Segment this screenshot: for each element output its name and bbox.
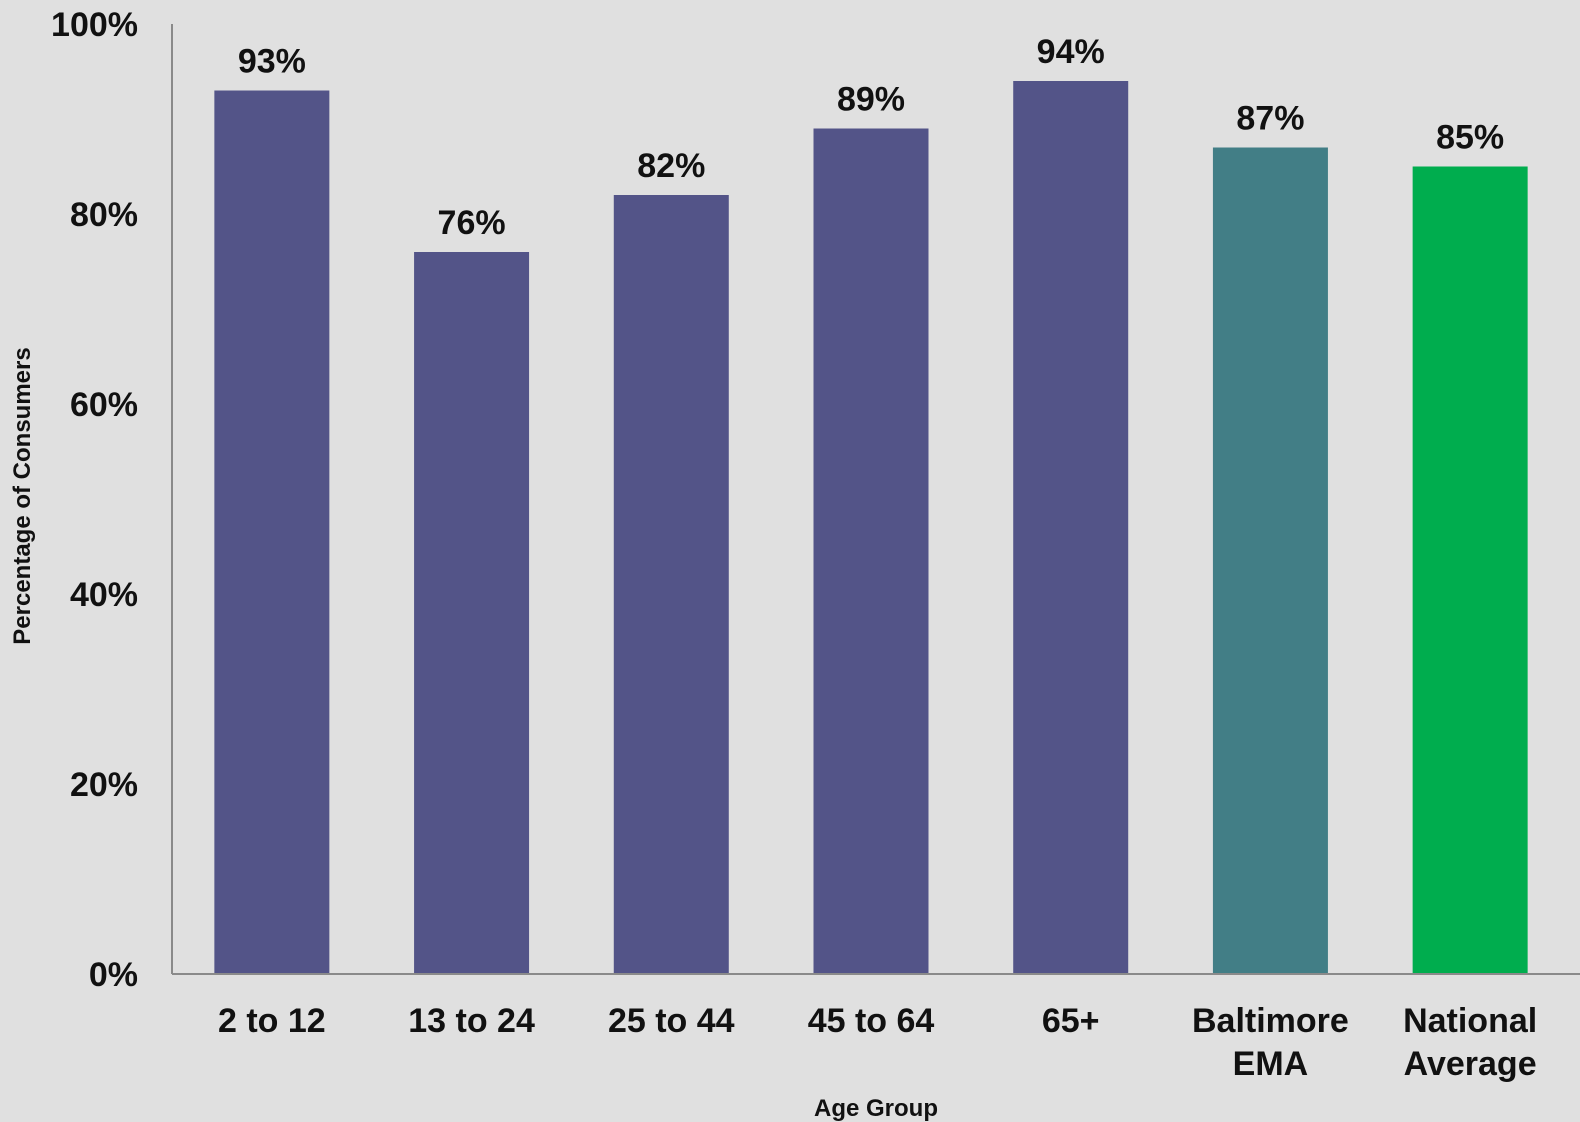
data-label: 89%: [837, 81, 905, 119]
x-category-label-line: National: [1403, 1002, 1537, 1040]
bar: [613, 195, 729, 974]
data-labels: 93% 76% 82% 89% 94% 87% 85%: [238, 33, 1504, 242]
y-axis-ticks: 0% 20% 40% 60% 80% 100%: [51, 6, 138, 994]
x-category-label: 13 to 24: [408, 1002, 535, 1040]
x-category-label-line: EMA: [1233, 1045, 1309, 1083]
x-axis-title: Age Group: [814, 1095, 938, 1122]
bar: [1013, 81, 1129, 974]
x-axis-categories: 2 to 12 13 to 24 25 to 44 45 to 64 65+ Baltim…: [218, 1002, 1537, 1083]
x-category-label-line: 25 to 44: [608, 1002, 735, 1040]
y-tick-label: 20%: [70, 766, 138, 804]
x-category-label-line: 65+: [1042, 1002, 1100, 1040]
bars-group: [214, 81, 1528, 974]
data-label: 93%: [238, 43, 306, 81]
data-label: 82%: [637, 147, 705, 185]
x-category-label-line: 13 to 24: [408, 1002, 535, 1040]
y-tick-label: 80%: [70, 196, 138, 234]
x-category-label: 45 to 64: [808, 1002, 935, 1040]
y-tick-label: 40%: [70, 576, 138, 614]
x-category-label: National Average: [1403, 1002, 1537, 1083]
x-category-label-line: Average: [1404, 1045, 1537, 1083]
bar: [214, 90, 330, 974]
y-tick-label: 60%: [70, 386, 138, 424]
bar: [1412, 166, 1528, 974]
x-category-label: 2 to 12: [218, 1002, 326, 1040]
y-tick-label: 0%: [89, 956, 138, 994]
data-label: 87%: [1236, 100, 1304, 138]
y-tick-label: 100%: [51, 6, 138, 44]
bar: [414, 252, 530, 974]
x-category-label-line: 45 to 64: [808, 1002, 935, 1040]
x-category-label: Baltimore EMA: [1192, 1002, 1349, 1083]
data-label: 94%: [1037, 33, 1105, 71]
data-label: 76%: [438, 204, 506, 242]
x-category-label-line: 2 to 12: [218, 1002, 326, 1040]
x-category-label: 65+: [1042, 1002, 1100, 1040]
x-category-label: 25 to 44: [608, 1002, 735, 1040]
y-axis-title: Percentage of Consumers: [9, 347, 36, 644]
x-category-label-line: Baltimore: [1192, 1002, 1349, 1040]
bar: [813, 128, 929, 974]
data-label: 85%: [1436, 119, 1504, 157]
bar: [1212, 147, 1328, 974]
